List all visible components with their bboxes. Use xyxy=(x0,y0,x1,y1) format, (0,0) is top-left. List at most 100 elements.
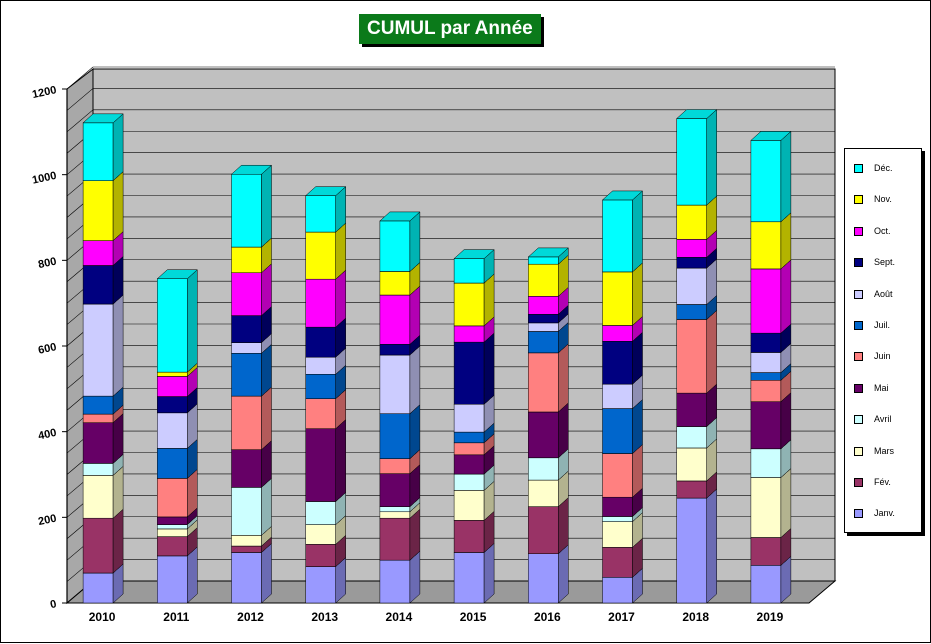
bar-segment xyxy=(157,396,188,414)
bar-segment xyxy=(676,392,707,427)
bar-segment-side xyxy=(483,332,495,405)
bar-segment-side xyxy=(112,508,124,574)
bar-segment xyxy=(750,401,782,450)
bar-segment xyxy=(231,353,262,397)
bar-segment-side xyxy=(335,269,346,328)
bar-segment xyxy=(453,325,485,343)
bar-segment-side xyxy=(558,497,569,555)
bar-segment xyxy=(305,501,336,525)
bar-segment xyxy=(157,412,188,449)
bar-segment xyxy=(305,326,336,358)
bar-segment xyxy=(453,490,485,521)
bar-segment xyxy=(453,341,485,405)
bar-segment xyxy=(157,278,188,373)
bar-segment-side xyxy=(409,345,421,415)
bar-segment-side xyxy=(632,190,643,273)
bar-segment xyxy=(157,448,188,479)
bar-segment xyxy=(379,354,411,414)
bar-segment xyxy=(528,322,559,332)
bar-segment xyxy=(453,552,485,604)
bar-segment-side xyxy=(558,343,569,413)
bar-segment xyxy=(602,271,633,326)
bar-segment xyxy=(231,449,262,488)
legend-label: Nov. xyxy=(874,194,892,205)
legend-swatch xyxy=(854,446,863,456)
bar-segment xyxy=(231,552,262,604)
bar-segment xyxy=(528,553,559,604)
bar-segment-side xyxy=(261,542,272,604)
bar-segment xyxy=(82,517,114,574)
bar-segment xyxy=(82,572,114,604)
bar-segment xyxy=(305,566,336,604)
bar-segment xyxy=(82,395,114,415)
bar-segment xyxy=(157,516,188,525)
bar-segment xyxy=(528,263,559,297)
bar-segment xyxy=(602,341,633,385)
bar-segment-top xyxy=(379,211,421,222)
bar-segment xyxy=(750,268,782,334)
bar-segment xyxy=(379,458,411,474)
chart-title: CUMUL par Année xyxy=(359,14,541,44)
x-tick-label: 2015 xyxy=(460,610,487,624)
legend-label: Août xyxy=(874,288,893,299)
bar-segment xyxy=(676,304,707,320)
bar-segment xyxy=(528,314,559,324)
bar-segment xyxy=(676,480,707,499)
bar-segment xyxy=(602,383,633,409)
legend-label: Fév. xyxy=(874,477,891,487)
legend-swatch xyxy=(854,226,863,236)
bar-segment-top xyxy=(82,113,124,124)
bar-segment-top xyxy=(676,109,718,119)
y-tick-label: 800 xyxy=(37,256,57,272)
bar-segment xyxy=(750,537,782,566)
x-tick-label: 2011 xyxy=(163,610,189,624)
bar-segment xyxy=(231,487,262,536)
bar-segment xyxy=(157,478,188,518)
bar-segment xyxy=(305,356,336,375)
bar-segment-top xyxy=(527,247,569,258)
bar-segment-side xyxy=(409,404,421,460)
legend-swatch xyxy=(854,478,863,487)
bar-segment-side xyxy=(780,212,792,270)
x-tick-label: 2012 xyxy=(237,610,264,624)
x-tick-label: 2017 xyxy=(608,610,635,624)
bar-segment-side xyxy=(261,477,272,536)
bar-segment xyxy=(82,475,114,519)
bar-segment xyxy=(602,516,633,522)
bar-segment xyxy=(305,524,336,545)
x-tick-label: 2014 xyxy=(386,610,413,624)
legend-label: Juil. xyxy=(874,320,891,330)
bar-segment xyxy=(750,380,782,402)
bar-segment xyxy=(379,559,411,604)
bar-segment xyxy=(528,457,559,481)
bar-segment xyxy=(676,267,707,305)
bar-segment xyxy=(453,442,485,456)
bar-segment xyxy=(602,577,633,604)
bar-segment-side xyxy=(632,262,643,327)
bar-segment-side xyxy=(706,309,717,394)
bar-segment xyxy=(602,453,633,498)
legend-swatch xyxy=(854,289,863,299)
bar-segment-side xyxy=(632,398,643,455)
bar-segment xyxy=(379,473,411,507)
bar-segment xyxy=(231,272,262,316)
bar-segment xyxy=(602,199,633,273)
bar-segment xyxy=(750,477,782,538)
bar-segment xyxy=(305,428,336,502)
legend-swatch xyxy=(854,195,863,205)
legend-swatch xyxy=(854,164,863,173)
bar-segment-side xyxy=(706,488,717,604)
bar-segment xyxy=(82,422,114,464)
bar-segment xyxy=(528,256,559,265)
y-tick-label: 0 xyxy=(49,598,57,611)
legend-label: Juin xyxy=(874,351,891,362)
x-tick-label: 2019 xyxy=(757,610,784,624)
bar-segment xyxy=(750,332,782,353)
y-tick-label: 600 xyxy=(37,341,57,357)
bar-segment-side xyxy=(706,108,717,206)
legend-label: Mars xyxy=(874,445,894,456)
legend-swatch xyxy=(854,321,863,330)
bar-segment xyxy=(750,565,782,604)
bar-segment xyxy=(157,376,188,397)
